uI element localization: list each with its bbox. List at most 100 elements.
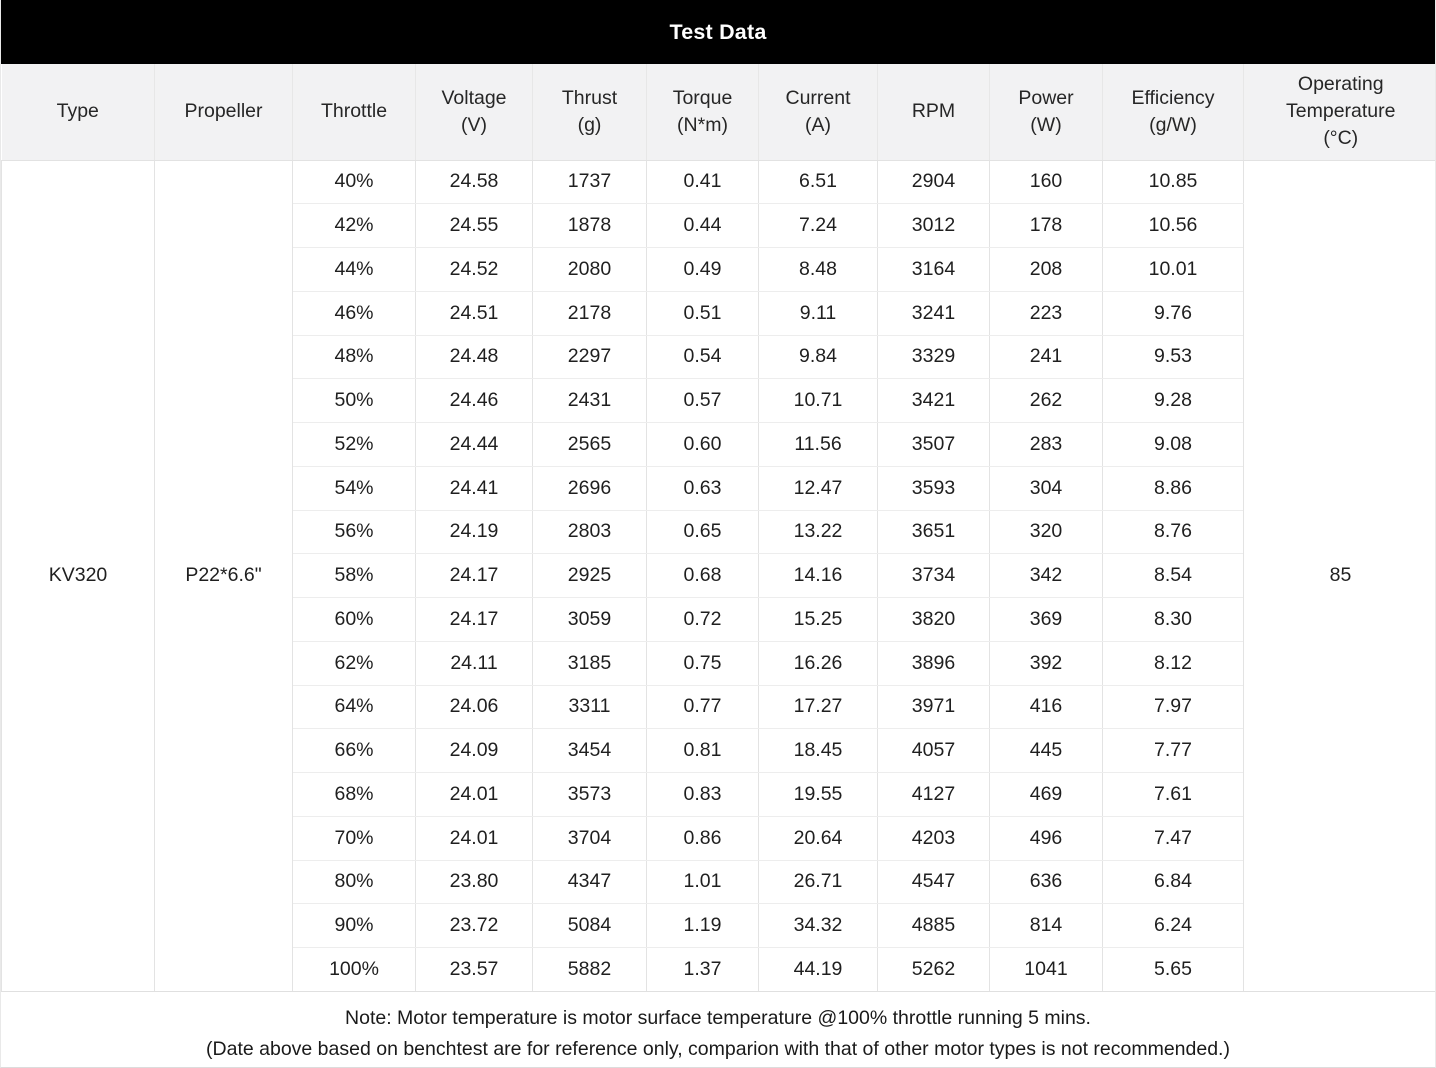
col-header-power: Power (W) xyxy=(989,64,1103,161)
cell-efficiency: 8.76 xyxy=(1102,510,1244,555)
cell-thrust: 3311 xyxy=(532,685,647,730)
test-data-table: Type Propeller Throttle Voltage (V) Thru… xyxy=(1,64,1436,992)
cell-current: 8.48 xyxy=(758,247,878,292)
cell-thrust: 1878 xyxy=(532,203,647,248)
cell-voltage: 24.09 xyxy=(415,728,533,773)
col-header-label: RPM xyxy=(911,100,956,123)
cell-voltage: 24.06 xyxy=(415,685,533,730)
cell-current: 44.19 xyxy=(758,947,878,992)
cell-efficiency: 8.54 xyxy=(1102,553,1244,598)
col-header-unit: (g) xyxy=(577,113,602,136)
col-header-label: Propeller xyxy=(184,100,263,123)
cell-current: 11.56 xyxy=(758,422,878,467)
cell-torque: 0.63 xyxy=(646,466,759,511)
cell-thrust: 3059 xyxy=(532,597,647,642)
cell-rpm: 4127 xyxy=(877,772,990,817)
cell-current: 6.51 xyxy=(758,160,878,205)
cell-thrust: 3573 xyxy=(532,772,647,817)
cell-thrust: 5882 xyxy=(532,947,647,992)
cell-efficiency: 10.56 xyxy=(1102,203,1244,248)
cell-rpm: 5262 xyxy=(877,947,990,992)
cell-current: 9.11 xyxy=(758,291,878,336)
table-row: 66% 24.09 3454 0.81 18.45 4057 445 7.77 xyxy=(2,728,1436,773)
col-header-label: Current xyxy=(785,86,851,109)
cell-torque: 0.68 xyxy=(646,553,759,598)
cell-efficiency: 6.24 xyxy=(1102,903,1244,948)
cell-thrust: 5084 xyxy=(532,903,647,948)
cell-thrust: 3454 xyxy=(532,728,647,773)
cell-current: 7.24 xyxy=(758,203,878,248)
cell-current: 13.22 xyxy=(758,510,878,555)
cell-torque: 1.19 xyxy=(646,903,759,948)
cell-throttle: 46% xyxy=(292,291,416,336)
cell-power: 262 xyxy=(989,378,1103,423)
table-row: 46% 24.51 2178 0.51 9.11 3241 223 9.76 xyxy=(2,291,1436,336)
cell-throttle: 90% xyxy=(292,903,416,948)
cell-voltage: 23.57 xyxy=(415,947,533,992)
cell-current: 10.71 xyxy=(758,378,878,423)
cell-throttle: 70% xyxy=(292,816,416,861)
cell-current: 15.25 xyxy=(758,597,878,642)
col-header-label: Power xyxy=(1018,86,1074,109)
cell-efficiency: 9.53 xyxy=(1102,335,1244,380)
cell-efficiency: 10.85 xyxy=(1102,160,1244,205)
table-row: 54% 24.41 2696 0.63 12.47 3593 304 8.86 xyxy=(2,466,1436,511)
cell-power: 369 xyxy=(989,597,1103,642)
cell-efficiency: 8.30 xyxy=(1102,597,1244,642)
cell-throttle: 48% xyxy=(292,335,416,380)
cell-throttle: 64% xyxy=(292,685,416,730)
table-header-row: Type Propeller Throttle Voltage (V) Thru… xyxy=(1,64,1435,161)
table-row: 48% 24.48 2297 0.54 9.84 3329 241 9.53 xyxy=(2,335,1436,380)
cell-efficiency: 8.12 xyxy=(1102,641,1244,686)
cell-torque: 0.72 xyxy=(646,597,759,642)
col-header-label: Type xyxy=(56,100,99,123)
table-row: 58% 24.17 2925 0.68 14.16 3734 342 8.54 xyxy=(2,553,1436,598)
cell-thrust: 4347 xyxy=(532,860,647,905)
table-row: 100% 23.57 5882 1.37 44.19 5262 1041 5.65 xyxy=(2,947,1436,992)
cell-power: 320 xyxy=(989,510,1103,555)
cell-voltage: 24.44 xyxy=(415,422,533,467)
cell-power: 469 xyxy=(989,772,1103,817)
operating-temperature-cell: 85 xyxy=(1243,160,1435,992)
cell-power: 814 xyxy=(989,903,1103,948)
cell-power: 342 xyxy=(989,553,1103,598)
footnote: Note: Motor temperature is motor surface… xyxy=(1,992,1435,1065)
col-header-rpm: RPM xyxy=(877,64,990,161)
col-header-thrust: Thrust (g) xyxy=(532,64,647,161)
cell-torque: 0.54 xyxy=(646,335,759,380)
cell-voltage: 24.55 xyxy=(415,203,533,248)
cell-rpm: 3593 xyxy=(877,466,990,511)
cell-throttle: 50% xyxy=(292,378,416,423)
cell-voltage: 24.46 xyxy=(415,378,533,423)
cell-rpm: 4057 xyxy=(877,728,990,773)
table-row: 52% 24.44 2565 0.60 11.56 3507 283 9.08 xyxy=(2,422,1436,467)
cell-torque: 0.57 xyxy=(646,378,759,423)
col-header-torque: Torque (N*m) xyxy=(646,64,759,161)
cell-power: 160 xyxy=(989,160,1103,205)
cell-power: 241 xyxy=(989,335,1103,380)
col-header-label: Thrust xyxy=(561,86,618,109)
table-row: 64% 24.06 3311 0.77 17.27 3971 416 7.97 xyxy=(2,685,1436,730)
cell-current: 19.55 xyxy=(758,772,878,817)
cell-voltage: 24.48 xyxy=(415,335,533,380)
cell-throttle: 66% xyxy=(292,728,416,773)
cell-rpm: 3971 xyxy=(877,685,990,730)
cell-torque: 1.37 xyxy=(646,947,759,992)
table-title-bar: Test Data xyxy=(1,0,1435,64)
cell-voltage: 24.01 xyxy=(415,772,533,817)
cell-throttle: 62% xyxy=(292,641,416,686)
cell-rpm: 3421 xyxy=(877,378,990,423)
cell-efficiency: 7.97 xyxy=(1102,685,1244,730)
cell-thrust: 2696 xyxy=(532,466,647,511)
cell-efficiency: 7.77 xyxy=(1102,728,1244,773)
cell-rpm: 2904 xyxy=(877,160,990,205)
cell-rpm: 4203 xyxy=(877,816,990,861)
table-row: 80% 23.80 4347 1.01 26.71 4547 636 6.84 xyxy=(2,860,1436,905)
cell-torque: 0.44 xyxy=(646,203,759,248)
cell-efficiency: 9.28 xyxy=(1102,378,1244,423)
table-row: 50% 24.46 2431 0.57 10.71 3421 262 9.28 xyxy=(2,378,1436,423)
col-header-type: Type xyxy=(1,64,155,161)
cell-voltage: 24.52 xyxy=(415,247,533,292)
cell-current: 16.26 xyxy=(758,641,878,686)
col-header-unit: (V) xyxy=(461,113,487,136)
